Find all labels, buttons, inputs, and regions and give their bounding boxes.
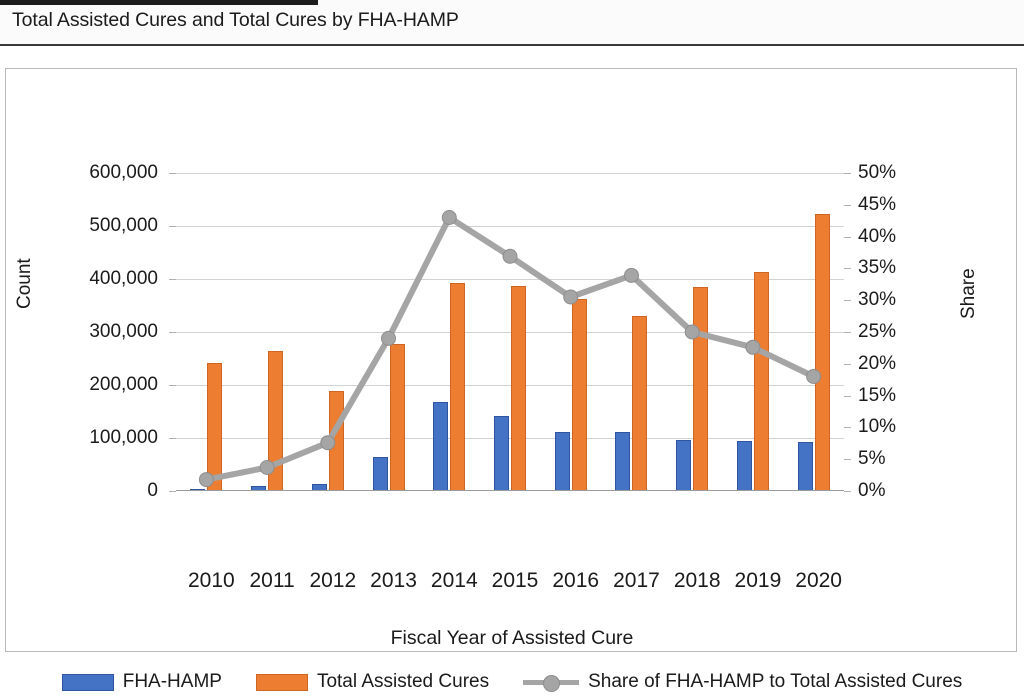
y2-axis-tick-labels: 0% 5% 10% 15% 20% 25% 30% 35% 40% 45% 50% <box>858 162 928 501</box>
x-axis-title: Fiscal Year of Assisted Cure <box>390 627 634 649</box>
y2-axis-tick-label: 0% <box>858 480 886 501</box>
y2-axis-tick <box>844 459 851 461</box>
gray-line-marker-icon <box>523 674 580 692</box>
x-axis-tick-label: 2010 <box>188 569 235 592</box>
share-marker-2018 <box>684 324 700 340</box>
legend-label: Share of FHA-HAMP to Total Assisted Cure… <box>588 671 963 692</box>
gridline <box>176 279 844 280</box>
y2-axis-tick-label: 20% <box>858 352 897 374</box>
page-title: Total Assisted Cures and Total Cures by … <box>12 9 459 31</box>
gridline <box>176 438 844 439</box>
y-axis-tick <box>169 385 176 386</box>
share-marker-2016 <box>563 289 579 305</box>
plot-area <box>169 173 851 492</box>
y2-axis-tick <box>844 427 851 429</box>
y2-axis-tick <box>844 363 851 365</box>
y2-axis-tick <box>844 236 851 238</box>
y2-axis-tick-label: 10% <box>858 416 897 438</box>
y-axis-tick-label: 400,000 <box>89 268 158 289</box>
y2-axis-tick-label: 50% <box>858 162 897 183</box>
x-axis-tick-label: 2011 <box>249 569 295 592</box>
share-marker-2010 <box>198 472 214 488</box>
share-marker-2020 <box>806 369 822 384</box>
legend-item-share-of-fha-hamp-to-total-assisted-cures[interactable]: Share of FHA-HAMP to Total Assisted Cure… <box>523 671 962 693</box>
y-axis-tick <box>169 173 176 174</box>
y-axis-tick <box>169 226 176 227</box>
x-axis-tick-label: 2013 <box>370 569 417 592</box>
y-axis-tick-label: 200,000 <box>89 374 158 395</box>
x-axis-tick-label: 2014 <box>430 569 478 592</box>
chart-frame: Count Share 0 100,000 200,000 300,000 400,00… <box>5 68 1017 692</box>
x-axis-tick-label: 2017 <box>613 569 660 592</box>
x-axis-tick-labels: 2010 2011 2012 2013 2014 2015 2016 2017 2018 2019… <box>176 569 844 599</box>
y2-axis-tick <box>844 300 851 302</box>
gridline <box>176 173 844 174</box>
y2-axis-tick <box>844 491 851 492</box>
y2-axis-tick <box>844 395 851 397</box>
y-axis-tick-labels: 0 100,000 200,000 300,000 400,000 500,000 600,… <box>6 162 158 501</box>
share-marker-2014 <box>441 210 457 225</box>
y-axis-tick <box>169 438 176 439</box>
share-marker-2015 <box>502 248 518 264</box>
share-marker-2013 <box>381 330 396 346</box>
orange-square-swatch-icon <box>255 673 308 691</box>
y-axis-tick-label: 0 <box>147 480 158 501</box>
x-axis-tick-label: 2020 <box>795 569 842 592</box>
y2-axis-tick-label: 30% <box>858 289 897 311</box>
y2-axis-tick-label: 25% <box>858 321 897 342</box>
x-axis-tick-label: 2016 <box>552 569 600 592</box>
y2-axis-tick-label: 45% <box>858 193 897 215</box>
y2-axis-tick <box>844 268 851 270</box>
gridline <box>176 332 844 333</box>
share-marker-2011 <box>259 460 275 475</box>
share-marker-2017 <box>624 267 639 283</box>
y2-axis-tick-label: 5% <box>858 448 886 470</box>
legend-label: Total Assisted Cures <box>316 671 490 692</box>
y2-axis-title: Share <box>958 268 979 319</box>
legend-label: FHA-HAMP <box>122 671 222 692</box>
x-axis-tick-label: 2018 <box>673 569 721 592</box>
y2-axis-tick <box>844 332 851 333</box>
x-axis-tick-label: 2019 <box>734 569 782 592</box>
y-axis-tick <box>169 332 176 333</box>
y2-axis-tick-label: 40% <box>858 225 897 247</box>
chart-legend: FHA-HAMP Total Assisted Cures Share of FHA… <box>6 665 1018 699</box>
legend-item-total-assisted-cures[interactable]: Total Assisted Cures <box>255 671 490 693</box>
x-axis-line <box>176 490 844 491</box>
gridline <box>176 385 844 386</box>
share-marker-2012 <box>320 435 336 451</box>
share-line-series <box>198 210 822 488</box>
legend-item-fha-hamp[interactable]: FHA-HAMP <box>61 671 222 693</box>
y2-axis-tick <box>844 204 851 206</box>
x-axis-tick-label: 2012 <box>309 569 357 592</box>
y-axis-tick-label: 100,000 <box>89 427 158 448</box>
y-axis-tick <box>169 279 176 280</box>
y-axis-tick-label: 600,000 <box>89 162 158 183</box>
y2-axis-tick-label: 35% <box>858 257 897 279</box>
y-axis-tick-label: 300,000 <box>89 321 158 342</box>
x-axis-tick-label: 2015 <box>491 569 539 592</box>
y2-axis-tick <box>844 173 851 174</box>
blue-square-swatch-icon <box>61 673 114 691</box>
title-band: Total Assisted Cures and Total Cures by … <box>0 0 1024 46</box>
share-marker-2019 <box>745 339 761 355</box>
gridline <box>176 226 844 227</box>
y-axis-tick <box>169 491 176 492</box>
y2-axis-tick-label: 15% <box>858 384 897 406</box>
y-axis-tick-label: 500,000 <box>89 215 158 236</box>
plot-inner <box>169 173 851 492</box>
